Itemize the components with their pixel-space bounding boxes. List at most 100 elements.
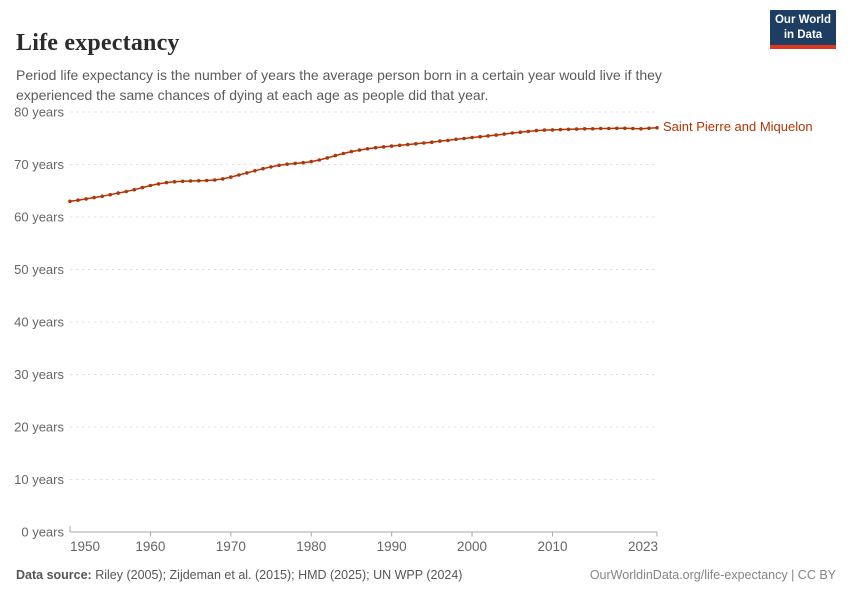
- data-point-2022[interactable]: [647, 126, 651, 131]
- data-point-2003[interactable]: [494, 133, 499, 137]
- data-point-1959[interactable]: [140, 185, 145, 190]
- line-chart-plot[interactable]: 0 years 10 years 20 years 30 years 40 years 5…: [0, 95, 850, 565]
- y-tick-label-60: 60 years: [14, 210, 64, 225]
- y-tick-label-50: 50 years: [14, 262, 64, 277]
- data-point-1981[interactable]: [317, 158, 322, 162]
- data-point-1977[interactable]: [285, 162, 289, 166]
- data-point-1998[interactable]: [454, 137, 458, 142]
- owid-logo-line2: in Data: [783, 28, 823, 41]
- x-tick-label-1970: 1970: [216, 539, 246, 554]
- y-tick-label-30: 30 years: [14, 367, 64, 382]
- data-point-1956[interactable]: [116, 191, 120, 195]
- data-point-1958[interactable]: [132, 187, 137, 192]
- data-point-1972[interactable]: [245, 171, 249, 175]
- data-point-1974[interactable]: [261, 166, 265, 171]
- data-point-2023[interactable]: [655, 126, 659, 130]
- data-point-2017[interactable]: [607, 126, 611, 131]
- data-point-1970[interactable]: [229, 175, 233, 179]
- data-point-2008[interactable]: [534, 128, 539, 133]
- data-point-1955[interactable]: [108, 192, 112, 197]
- data-point-1964[interactable]: [180, 179, 185, 184]
- x-tick-label-1950: 1950: [70, 539, 100, 554]
- data-point-2011[interactable]: [558, 127, 563, 132]
- data-point-2012[interactable]: [566, 127, 571, 132]
- data-point-1989[interactable]: [381, 145, 386, 149]
- data-point-1961[interactable]: [156, 182, 161, 186]
- y-tick-label-70: 70 years: [14, 157, 64, 172]
- data-point-1966[interactable]: [196, 179, 201, 183]
- x-tick-label-2000: 2000: [457, 539, 487, 554]
- data-point-1995[interactable]: [430, 140, 434, 144]
- data-point-2009[interactable]: [542, 128, 547, 132]
- data-point-1976[interactable]: [277, 163, 281, 168]
- data-point-1984[interactable]: [341, 151, 346, 156]
- data-point-1990[interactable]: [389, 144, 394, 148]
- x-tick-label-1980: 1980: [296, 539, 326, 554]
- data-point-1988[interactable]: [373, 145, 378, 150]
- data-point-2018[interactable]: [615, 126, 619, 131]
- data-point-1986[interactable]: [357, 148, 362, 152]
- data-point-1983[interactable]: [333, 153, 338, 158]
- data-point-2004[interactable]: [502, 132, 507, 136]
- data-point-1982[interactable]: [325, 156, 330, 160]
- data-point-1963[interactable]: [172, 180, 177, 184]
- owid-logo[interactable]: Our World in Data: [770, 10, 836, 49]
- data-point-1975[interactable]: [269, 165, 273, 169]
- data-point-1999[interactable]: [462, 136, 466, 141]
- data-point-1953[interactable]: [92, 195, 96, 200]
- data-point-1951[interactable]: [76, 198, 80, 202]
- data-point-2021[interactable]: [639, 127, 643, 131]
- data-point-1997[interactable]: [446, 138, 450, 143]
- x-tick-label-2023: 2023: [628, 539, 658, 554]
- data-point-2015[interactable]: [590, 127, 595, 131]
- owid-url-license[interactable]: OurWorldinData.org/life-expectancy | CC …: [589, 568, 836, 582]
- data-point-1993[interactable]: [414, 142, 418, 146]
- data-point-1985[interactable]: [349, 149, 354, 154]
- data-point-2000[interactable]: [470, 135, 474, 140]
- data-point-2013[interactable]: [574, 127, 579, 131]
- data-point-2005[interactable]: [510, 131, 515, 135]
- chart-footer: Data source: Riley (2005); Zijdeman et a…: [16, 568, 836, 582]
- y-tick-label-80: 80 years: [14, 105, 64, 120]
- data-point-2001[interactable]: [478, 134, 482, 139]
- data-point-1978[interactable]: [293, 161, 298, 166]
- owid-logo-line1: Our World: [774, 14, 831, 27]
- x-tick-label-1990: 1990: [377, 539, 407, 554]
- data-point-1968[interactable]: [212, 178, 217, 182]
- data-point-1969[interactable]: [221, 177, 225, 181]
- data-point-1950[interactable]: [68, 199, 72, 204]
- data-point-1971[interactable]: [237, 173, 241, 177]
- y-tick-label-20: 20 years: [14, 420, 64, 435]
- data-point-1991[interactable]: [397, 143, 402, 148]
- data-point-2007[interactable]: [526, 129, 531, 134]
- data-point-2006[interactable]: [518, 130, 523, 134]
- data-point-1980[interactable]: [309, 159, 314, 164]
- data-point-1965[interactable]: [188, 179, 193, 183]
- data-point-1952[interactable]: [84, 197, 88, 201]
- data-point-1994[interactable]: [422, 141, 426, 145]
- data-point-1992[interactable]: [405, 142, 410, 147]
- data-point-2014[interactable]: [582, 127, 587, 131]
- data-point-2020[interactable]: [631, 126, 635, 131]
- data-point-2016[interactable]: [598, 126, 603, 131]
- y-tick-label-40: 40 years: [14, 315, 64, 330]
- x-tick-label-1960: 1960: [135, 539, 165, 554]
- data-source-note: Data source: Riley (2005); Zijdeman et a…: [16, 568, 462, 582]
- data-point-1957[interactable]: [124, 189, 129, 194]
- chart-subtitle: Period life expectancy is the number of …: [16, 67, 662, 104]
- series-label-saint-pierre-and-miquelon[interactable]: Saint Pierre and Miquelon: [663, 119, 813, 135]
- data-point-1973[interactable]: [253, 169, 257, 173]
- data-point-2010[interactable]: [550, 128, 555, 132]
- data-source-text: Riley (2005); Zijdeman et al. (2015); HM…: [91, 568, 463, 582]
- data-point-1967[interactable]: [204, 178, 209, 183]
- data-point-1987[interactable]: [365, 147, 370, 151]
- data-point-1962[interactable]: [164, 180, 169, 185]
- data-point-2019[interactable]: [623, 126, 627, 131]
- x-tick-label-2010: 2010: [537, 539, 567, 554]
- data-point-1954[interactable]: [100, 194, 104, 199]
- data-point-1979[interactable]: [301, 160, 306, 165]
- data-point-1996[interactable]: [438, 139, 442, 143]
- data-point-1960[interactable]: [148, 183, 153, 188]
- data-point-2002[interactable]: [486, 134, 490, 138]
